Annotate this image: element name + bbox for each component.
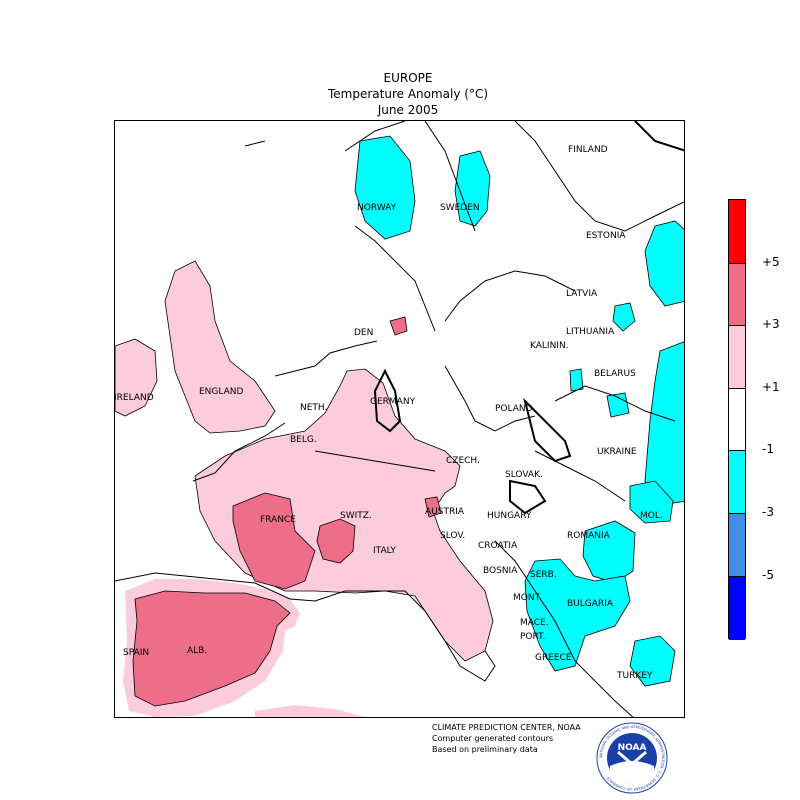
map-title-period: June 2005 <box>377 103 439 117</box>
country-label-england: ENGLAND <box>199 387 244 397</box>
anomaly-area-ukraine-west <box>606 392 630 418</box>
anomaly-area-south-strip <box>255 705 365 717</box>
country-label-belg: BELG. <box>290 435 317 445</box>
country-label-slovak: SLOVAK. <box>505 470 543 480</box>
country-label-czech: CZECH. <box>446 456 480 466</box>
anomaly-area-belarus-small <box>569 368 584 392</box>
country-label-mace: MACE. <box>520 618 549 628</box>
country-label-croatia: CROATIA <box>478 541 518 551</box>
legend-swatch <box>729 200 745 263</box>
country-label-sweden: SWEDEN <box>440 203 480 213</box>
anomaly-area-balkans <box>524 558 631 672</box>
legend-label: -5 <box>762 567 774 582</box>
credits-line-2: Computer generated contours <box>432 734 554 743</box>
anomaly-area-france-strong <box>232 492 316 590</box>
country-label-finland: FINLAND <box>568 145 608 155</box>
map-title-block: EUROPE Temperature Anomaly (°C) June 200… <box>0 70 800 118</box>
map-title-quantity: Temperature Anomaly (°C) <box>327 87 489 101</box>
country-label-romania: ROMANIA <box>567 531 610 541</box>
legend-colorbar <box>728 199 746 640</box>
country-label-bulgaria: BULGARIA <box>567 599 613 609</box>
legend-label: -3 <box>762 505 774 519</box>
legend-swatch <box>729 513 745 577</box>
country-label-kalinin: KALININ. <box>530 341 569 351</box>
country-label-turkey: TURKEY <box>617 671 653 681</box>
country-label-lithuania: LITHUANIA <box>566 327 615 337</box>
legend-label: +5 <box>762 254 780 269</box>
anomaly-area-austria-strong <box>424 496 442 518</box>
anomaly-area-spain-strong <box>132 590 291 707</box>
country-label-poland: POLAND <box>495 404 533 414</box>
country-label-germany: GERMANY <box>370 397 416 407</box>
country-label-den: DEN <box>354 328 374 338</box>
legend-swatch <box>729 450 745 515</box>
country-label-neth: NETH. <box>300 403 328 413</box>
country-label-bosnia: BOSNIA <box>483 566 518 576</box>
legend-label: -1 <box>762 442 774 457</box>
anomaly-area-black-sea <box>629 480 674 524</box>
legend-swatch <box>729 262 745 327</box>
country-label-mont: MONT. <box>513 593 542 603</box>
legend-swatch <box>729 387 745 452</box>
legend-label: +1 <box>762 379 780 394</box>
coastlines <box>115 121 684 717</box>
credits-line-1: CLIMATE PREDICTION CENTER, NOAA <box>432 723 581 732</box>
country-label-switz: SWITZ. <box>340 511 372 521</box>
country-label-slov: SLOV. <box>440 531 466 541</box>
map-frame <box>114 120 685 718</box>
anomaly-area-sweden <box>454 150 491 227</box>
anomaly-area-russia-north <box>644 220 684 307</box>
anomaly-map <box>115 121 684 717</box>
anomaly-area-russia-east <box>644 341 684 507</box>
country-label-alb: ALB. <box>187 646 208 656</box>
anomaly-area-central-europe <box>194 368 494 662</box>
country-label-port: PORT. <box>520 632 546 642</box>
legend-swatch <box>729 575 745 640</box>
legend-label: +3 <box>762 317 780 332</box>
country-label-latvia: LATVIA <box>566 289 598 299</box>
country-label-france: FRANCE <box>260 515 296 525</box>
credits-line-3: Based on preliminary data <box>432 745 538 754</box>
country-label-spain: SPAIN <box>123 648 150 658</box>
map-title-region: EUROPE <box>383 71 433 85</box>
country-label-serb: SERB. <box>530 570 557 580</box>
legend-swatch <box>729 325 745 390</box>
country-label-ukraine: UKRAINE <box>597 447 637 457</box>
contour-lines <box>373 121 684 515</box>
anomaly-area-lithuania <box>612 302 636 332</box>
country-label-ireland: IRELAND <box>114 393 154 403</box>
anomaly-area-ireland <box>115 338 158 417</box>
country-label-italy: ITALY <box>373 546 396 556</box>
country-label-estonia: ESTONIA <box>586 231 626 241</box>
anomaly-area-britain <box>164 260 276 434</box>
country-label-austria: AUSTRIA <box>425 507 465 517</box>
noaa-logo-text: NOAA <box>618 743 647 753</box>
anomaly-area-turkey <box>629 635 676 687</box>
country-label-hungary: HUNGARY <box>487 511 532 521</box>
country-label-belarus: BELARUS <box>594 369 636 379</box>
anomaly-area-alps-strong <box>316 518 356 564</box>
anomaly-area-norway <box>354 135 416 240</box>
credits-block: CLIMATE PREDICTION CENTER, NOAA Computer… <box>432 722 581 755</box>
country-label-norway: NORWAY <box>357 203 397 213</box>
country-label-greece: GREECE <box>535 653 572 663</box>
anomaly-area-denmark <box>389 316 408 336</box>
country-label-mol: MOL. <box>640 511 663 521</box>
noaa-logo: NATIONAL OCEANIC AND ATMOSPHERIC ADMINIS… <box>596 722 668 794</box>
